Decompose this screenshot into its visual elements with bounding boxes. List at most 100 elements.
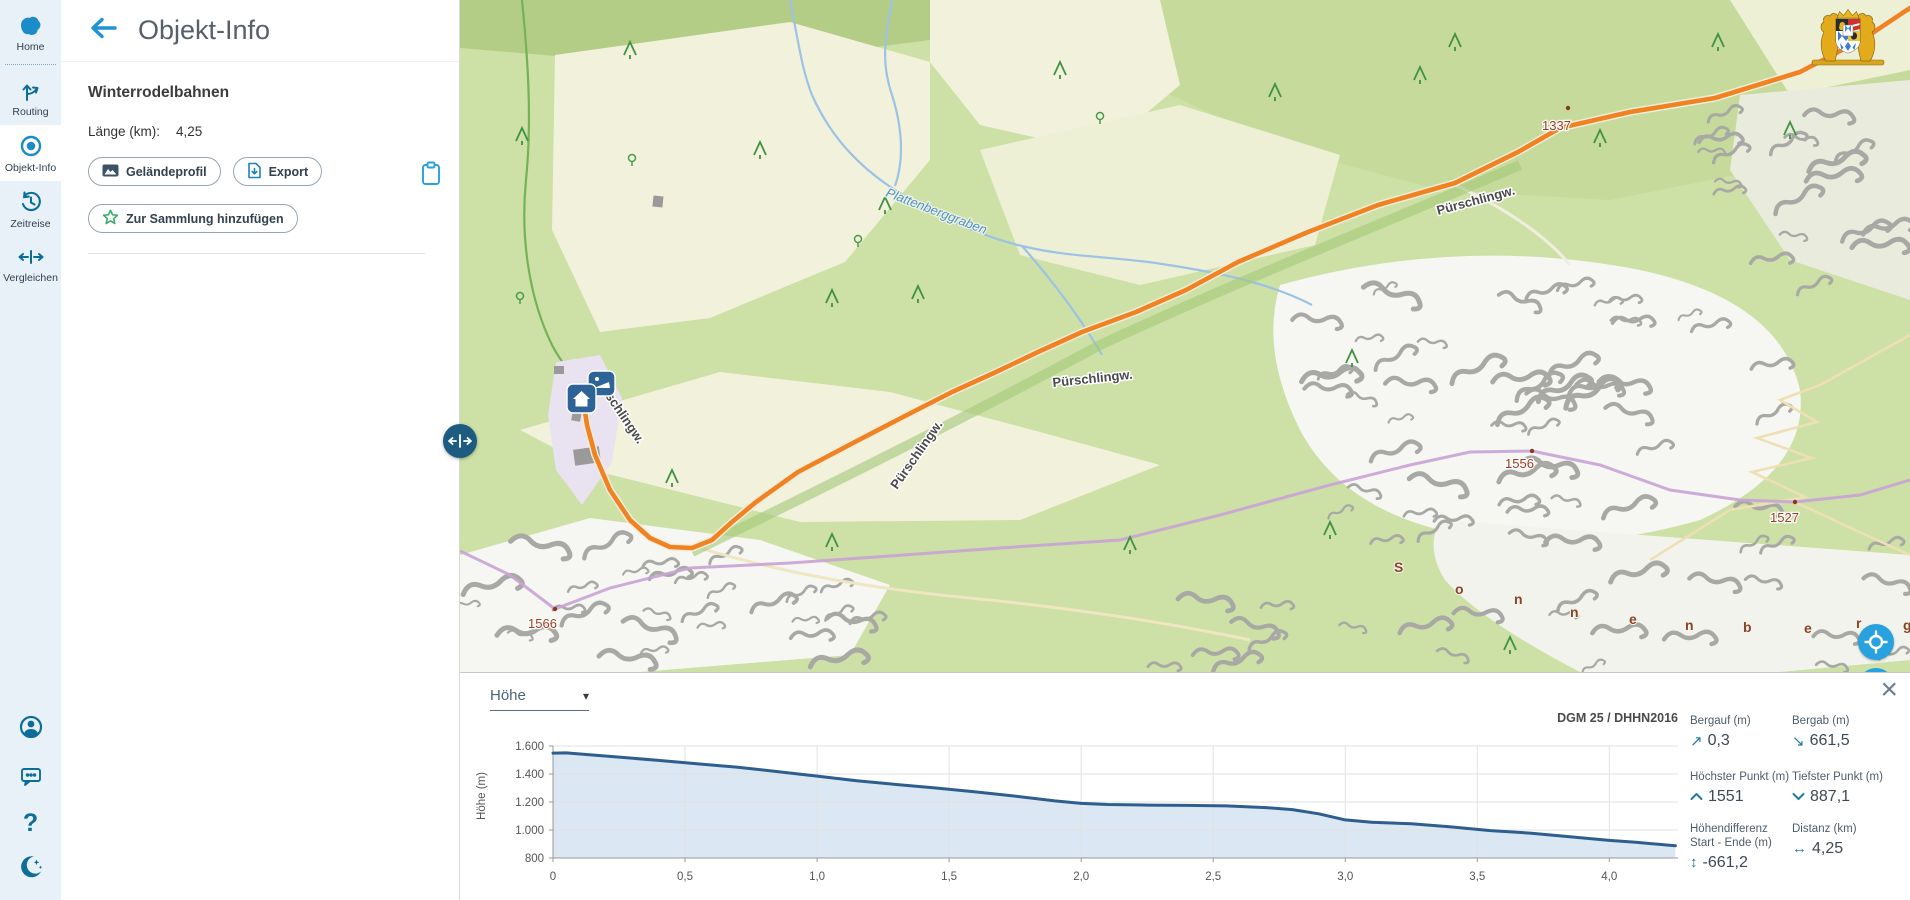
stat-tiefster-punkt: Tiefster Punkt (m) 887,1	[1792, 771, 1883, 805]
dark-mode-icon[interactable]	[17, 853, 45, 886]
elevation-chart: 1.600 1.400 1.200 1.000 800 0 0,5 1,0 1,5 2,0 2,5 3…	[515, 741, 1678, 883]
svg-text:r: r	[1856, 615, 1862, 631]
green-path	[520, 0, 589, 391]
sidebar-item-label: Routing	[12, 106, 49, 118]
export-label: Export	[268, 164, 309, 179]
profile-mode-select[interactable]: Höhe ▾	[490, 687, 589, 711]
back-button[interactable]	[88, 15, 118, 46]
svg-text:n: n	[1514, 591, 1523, 607]
route-path	[581, 5, 1910, 551]
svg-text:2,5: 2,5	[1205, 871, 1221, 883]
object-info-panel: Objekt-Info Winterrodelbahnen Länge (km)…	[61, 0, 460, 900]
map-viewport[interactable]: Pürschlingw. Pürschlingw. Pürschlingw. P…	[460, 0, 1910, 672]
chevron-down-icon: ▾	[582, 688, 589, 703]
object-title: Winterrodelbahnen	[88, 84, 230, 101]
sidebar-item-label: Home	[16, 41, 45, 53]
length-label: Länge (km):	[88, 124, 161, 139]
svg-text:0,5: 0,5	[677, 871, 693, 883]
chevron-down-icon	[1792, 788, 1805, 805]
star-icon	[102, 209, 119, 228]
rail-divider	[5, 64, 56, 65]
left-right-arrow-icon: ↔	[1792, 840, 1807, 858]
svg-text:S: S	[1394, 559, 1403, 575]
route	[580, 4, 1910, 552]
sidebar-item-label: Zeitreise	[10, 218, 51, 230]
svg-text:g: g	[1903, 617, 1910, 633]
panel-header: Objekt-Info	[61, 0, 459, 62]
stat-bergab: Bergab (m) ↘ 661,5	[1792, 715, 1850, 750]
svg-text:2,0: 2,0	[1073, 871, 1089, 883]
geolocate-button[interactable]	[1858, 624, 1894, 660]
svg-text:o: o	[1455, 581, 1464, 597]
close-icon[interactable]: ×	[1880, 673, 1898, 706]
elevation-label: 1337	[1542, 118, 1571, 133]
stat-hoechster-punkt: Höchster Punkt (m) 1551	[1690, 771, 1790, 805]
elevation-label: 1566	[528, 616, 557, 631]
sidebar-item-label: Vergleichen	[3, 272, 58, 284]
terrain-profile-label: Geländeprofil	[126, 164, 207, 179]
panel-resize-handle[interactable]	[443, 424, 477, 458]
export-icon	[247, 162, 262, 182]
up-down-arrow-icon: ↕	[1690, 854, 1698, 872]
sidebar-item-label: Objekt-Info	[4, 162, 57, 174]
compare-icon	[16, 245, 46, 269]
svg-text:1,0: 1,0	[809, 871, 825, 883]
svg-text:1.000: 1.000	[515, 825, 544, 837]
routing-icon	[19, 79, 43, 103]
uphill-arrow-icon: ↗	[1690, 732, 1703, 750]
content-divider	[88, 253, 425, 254]
add-to-collection-button[interactable]: Zur Sammlung hinzufügen	[88, 204, 298, 233]
length-row: Länge (km): 4,25	[88, 124, 441, 139]
svg-text:3,0: 3,0	[1337, 871, 1353, 883]
meadow-strip	[689, 160, 1522, 557]
account-icon[interactable]	[17, 713, 45, 746]
svg-text:800: 800	[525, 853, 544, 865]
downhill-arrow-icon: ↘	[1792, 732, 1805, 750]
svg-text:n: n	[1570, 604, 1579, 620]
svg-text:e: e	[1804, 620, 1812, 636]
elevation-label: 1527	[1770, 510, 1799, 525]
export-button[interactable]: Export	[232, 157, 323, 186]
svg-text:1,5: 1,5	[941, 871, 957, 883]
feedback-icon[interactable]	[18, 763, 44, 794]
terrain-profile-button[interactable]: Geländeprofil	[88, 157, 221, 186]
panel-body: Winterrodelbahnen Länge (km): 4,25 Gelän…	[61, 62, 459, 254]
history-icon	[18, 189, 44, 215]
map-canvas[interactable]: Pürschlingw. Pürschlingw. Pürschlingw. P…	[460, 0, 1910, 672]
elevation-profile-panel: Höhe ▾ DGM 25 / DHHN2016 Höhe (m) 1.600 1…	[460, 672, 1910, 900]
svg-text:1.400: 1.400	[515, 769, 544, 781]
svg-text:1.200: 1.200	[515, 797, 544, 809]
zoom-button-partial[interactable]	[1858, 668, 1894, 672]
purple-trail	[460, 449, 1910, 611]
sidebar-item-zeitreise[interactable]: Zeitreise	[0, 181, 61, 237]
bavaria-coat-of-arms	[1811, 9, 1885, 66]
sidebar-item-home[interactable]: Home	[0, 6, 61, 60]
elevation-label: 1556	[1505, 456, 1534, 471]
svg-text:n: n	[1685, 617, 1694, 633]
sidebar-item-routing[interactable]: Routing	[0, 71, 61, 125]
sidebar-item-objekt-info[interactable]: Objekt-Info	[0, 125, 61, 181]
svg-text:4,0: 4,0	[1601, 871, 1617, 883]
svg-text:b: b	[1743, 619, 1752, 635]
profile-stats: Bergauf (m) ↗ 0,3 Bergab (m) ↘ 661,5 Höchs…	[1690, 715, 1900, 893]
sidebar-item-vergleichen[interactable]: Vergleichen	[0, 237, 61, 291]
svg-text:0: 0	[550, 871, 556, 883]
stat-bergauf: Bergauf (m) ↗ 0,3	[1690, 715, 1751, 750]
chevron-up-icon	[1690, 788, 1703, 805]
bavaria-icon	[18, 14, 44, 38]
help-icon[interactable]: ?	[22, 809, 39, 837]
rail-bottom-group: ?	[0, 713, 61, 900]
roads	[699, 183, 1910, 642]
hut-marker[interactable]	[566, 383, 597, 414]
poi-markers[interactable]	[566, 370, 616, 414]
add-to-collection-label: Zur Sammlung hinzufügen	[126, 211, 284, 226]
svg-text:1.600: 1.600	[515, 741, 544, 753]
terrain-profile-icon	[102, 164, 119, 180]
profile-mode-value: Höhe	[490, 687, 526, 704]
copy-icon[interactable]	[418, 160, 444, 193]
page-title: Objekt-Info	[138, 15, 271, 45]
length-value: 4,25	[176, 124, 203, 139]
mountain-name: So n n e n b e r g	[1393, 558, 1910, 637]
svg-text:e: e	[1629, 611, 1637, 627]
